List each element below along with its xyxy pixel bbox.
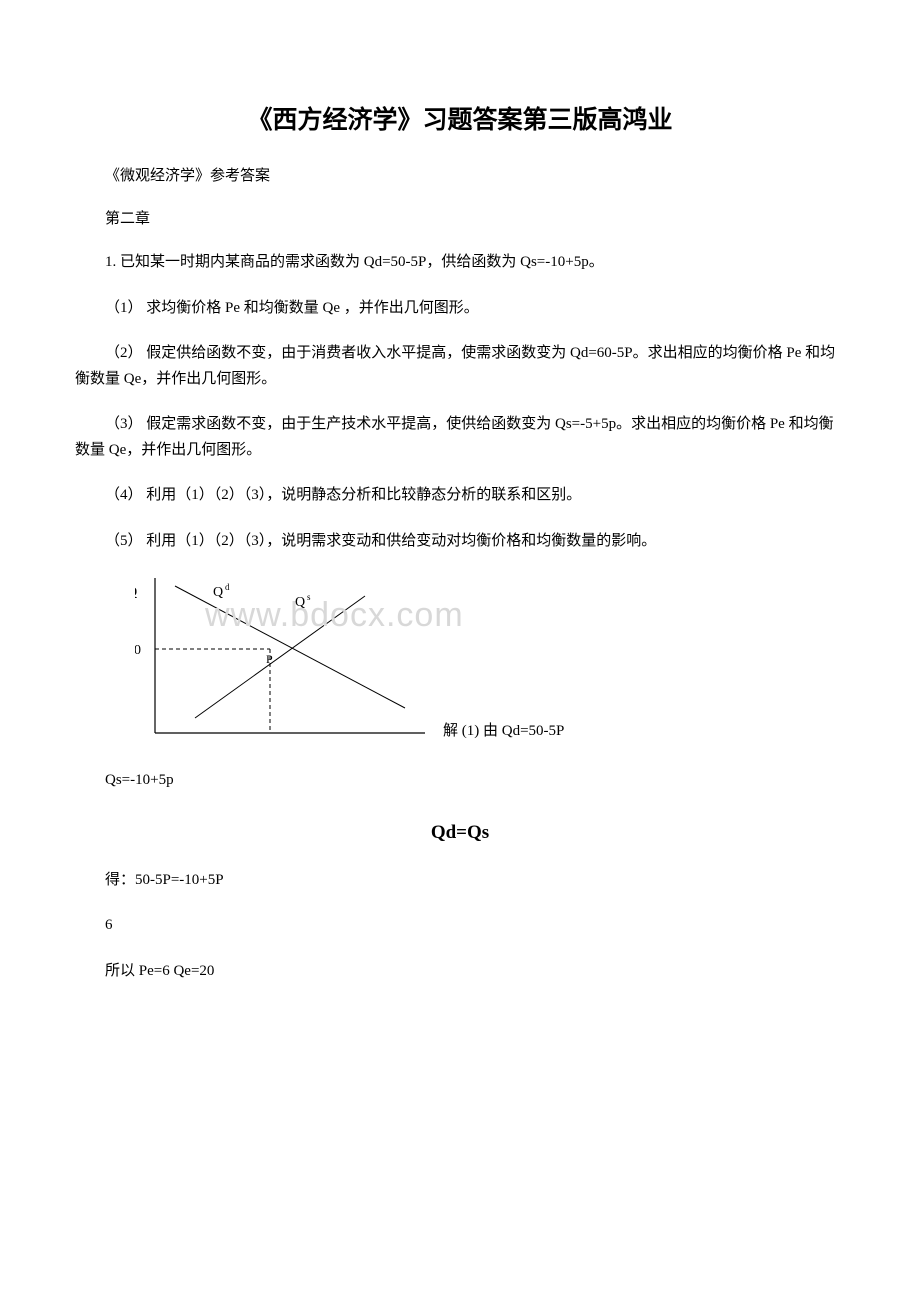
supply-demand-chart: QQ20QdQsP [135, 578, 435, 743]
svg-text:s: s [307, 592, 311, 602]
question-part-1: （1） 求均衡价格 Pe 和均衡数量 Qe ，并作出几何图形。 [75, 296, 845, 322]
solve-result: 所以 Pe=6 Qe=20 [105, 959, 845, 985]
chart-container: www.bdocx.com QQ20QdQsP [135, 578, 435, 748]
question-part-2: （2） 假定供给函数不变，由于消费者收入水平提高，使需求函数变为 Qd=60-5… [75, 341, 845, 392]
solve-line-2: 6 [105, 913, 845, 939]
page-title: 《西方经济学》习题答案第三版高鸿业 [75, 100, 845, 136]
question-stem: 1. 已知某一时期内某商品的需求函数为 Qd=50-5P，供给函数为 Qs=-1… [75, 250, 845, 276]
solve-line-1: 得：50-5P=-10+5P [105, 868, 845, 894]
svg-text:Q: Q [295, 595, 305, 610]
chart-row: www.bdocx.com QQ20QdQsP 解 (1) 由 Qd=50-5P [135, 578, 845, 748]
svg-text:20: 20 [135, 643, 141, 658]
equilibrium-equation: Qd=Qs [75, 822, 845, 844]
chapter-heading: 第二章 [75, 207, 845, 228]
reference-subtitle: 《微观经济学》参考答案 [75, 164, 845, 185]
svg-text:P: P [266, 652, 273, 666]
svg-text:Q: Q [135, 585, 137, 600]
supply-eq-line: Qs=-10+5p [105, 768, 845, 794]
question-part-4: （4） 利用（1）（2）（3），说明静态分析和比较静态分析的联系和区别。 [75, 483, 845, 509]
document-page: 《西方经济学》习题答案第三版高鸿业 《微观经济学》参考答案 第二章 1. 已知某… [0, 0, 920, 1064]
solution-intro: 解 (1) 由 Qd=50-5P [443, 719, 564, 740]
question-part-3: （3） 假定需求函数不变，由于生产技术水平提高，使供给函数变为 Qs=-5+5p… [75, 412, 845, 463]
svg-text:d: d [225, 582, 230, 592]
svg-text:Q: Q [213, 585, 223, 600]
question-part-5: （5） 利用（1）（2）（3），说明需求变动和供给变动对均衡价格和均衡数量的影响… [75, 529, 845, 555]
